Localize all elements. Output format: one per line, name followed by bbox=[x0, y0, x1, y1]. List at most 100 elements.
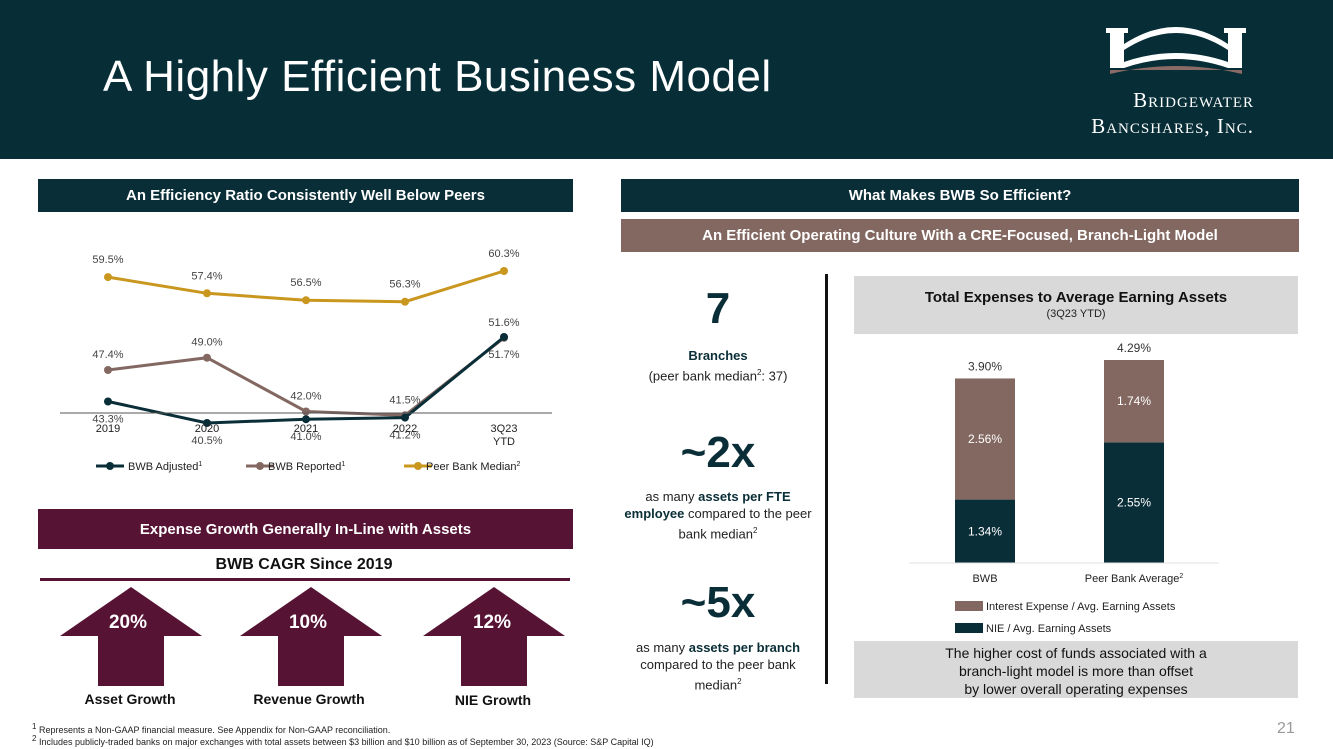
x-tick-3q23-ytd: 3Q23 YTD bbox=[491, 423, 518, 448]
expenses-chart-subtitle: (3Q23 YTD) bbox=[1046, 308, 1106, 320]
label-bwb-reported-2020: 49.0% bbox=[191, 337, 222, 349]
branches-stat-value: 7 bbox=[705, 284, 731, 333]
company-logo: Bridgewater Bancshares, Inc. bbox=[1062, 16, 1302, 146]
x-tick-2022: 2022 bbox=[393, 423, 417, 435]
branches-stat-desc: Branches (peer bank median2: 37) bbox=[618, 347, 818, 384]
bar-nie-bwb bbox=[955, 499, 1015, 563]
label-interest-expense-peer-bank-average: 1.74% bbox=[1117, 394, 1151, 408]
vertical-divider bbox=[825, 274, 828, 684]
label-peer-bank-median-2021: 56.5% bbox=[290, 277, 321, 289]
nie-growth-pct: 12% bbox=[472, 612, 512, 633]
footnote-2-text: Includes publicly-traded banks on major … bbox=[36, 737, 654, 747]
logo-text-line2: Bancshares, Inc. bbox=[1091, 114, 1254, 138]
asset-growth-pct: 20% bbox=[108, 612, 148, 633]
label-interest-expense-bwb: 2.56% bbox=[968, 432, 1002, 446]
legend-label-nie-avg-earning-assets: NIE / Avg. Earning Assets bbox=[986, 623, 1112, 635]
operating-culture-text: An Efficient Operating Culture With a CR… bbox=[702, 227, 1218, 244]
revenue-growth-pct: 10% bbox=[288, 612, 328, 633]
legend-label-bwb-adjusted: BWB Adjusted1 bbox=[128, 461, 202, 473]
assets-per-branch-post: compared to the peer bank median bbox=[640, 657, 796, 693]
cost-of-funds-note: The higher cost of funds associated with… bbox=[854, 641, 1298, 698]
nie-growth-label: NIE Growth bbox=[454, 692, 532, 708]
page-number: 21 bbox=[1277, 720, 1295, 737]
point-bwb-adjusted-2022 bbox=[401, 413, 409, 422]
assets-per-branch-bold: assets per branch bbox=[688, 640, 801, 655]
assets-per-fte-desc: as many assets per FTE employee compared… bbox=[618, 488, 818, 542]
bridge-icon bbox=[1106, 27, 1246, 74]
label-bwb-adjusted-2022: 41.2% bbox=[389, 430, 420, 442]
label-total-peer-bank-average: 4.29% bbox=[1117, 341, 1151, 355]
cagr-divider bbox=[40, 578, 570, 581]
point-bwb-reported-2021 bbox=[302, 407, 310, 416]
asset-growth-label: Asset Growth bbox=[84, 691, 176, 707]
point-bwb-reported-2019 bbox=[104, 366, 112, 374]
revenue-growth-label: Revenue Growth bbox=[253, 691, 365, 707]
legend-swatch-interest-expense-avg-earning-assets bbox=[955, 601, 983, 611]
legend-label-peer-bank-median: Peer Bank Median2 bbox=[426, 461, 521, 473]
efficiency-question-banner: What Makes BWB So Efficient? bbox=[621, 179, 1299, 212]
label-total-bwb: 3.90% bbox=[968, 359, 1002, 373]
legend-label-interest-expense-avg-earning-assets: Interest Expense / Avg. Earning Assets bbox=[986, 601, 1176, 613]
footnote-1-text: Represents a Non-GAAP financial measure.… bbox=[36, 725, 391, 735]
assets-per-fte-post: compared to the peer bank median bbox=[678, 506, 812, 542]
bar-interest-expense-bwb bbox=[955, 378, 1015, 500]
point-peer-bank-median-2021 bbox=[302, 296, 310, 305]
label-bwb-adjusted-2020: 40.5% bbox=[191, 435, 222, 447]
label-bwb-reported-2019: 47.4% bbox=[92, 349, 123, 361]
footnote-1-sup: 1 bbox=[32, 722, 37, 731]
branches-peer-text: (peer bank median bbox=[648, 368, 757, 384]
legend-swatch-nie-avg-earning-assets bbox=[955, 623, 983, 633]
bar-nie-peer-bank-average bbox=[1104, 442, 1164, 563]
label-bwb-reported-2021: 42.0% bbox=[290, 390, 321, 402]
point-bwb-adjusted-3q23-ytd bbox=[500, 333, 508, 341]
cagr-title: BWB CAGR Since 2019 bbox=[215, 556, 393, 573]
point-bwb-adjusted-2020 bbox=[203, 419, 211, 427]
logo-text-line1: Bridgewater bbox=[1133, 88, 1254, 112]
efficiency-ratio-line-chart: 59.5% 57.4% 56.5% 56.3% 60.3% 47.4% 49.0% 42.0%… bbox=[60, 248, 552, 473]
expenses-chart-title: Total Expenses to Average Earning Assets bbox=[924, 289, 1228, 306]
revenue-growth-arrow-icon bbox=[240, 587, 382, 686]
footnote-2: 2 Includes publicly-traded banks on majo… bbox=[32, 734, 654, 747]
label-peer-bank-median-2022: 56.3% bbox=[389, 279, 420, 291]
expense-growth-banner: Expense Growth Generally In-Line with As… bbox=[38, 509, 573, 549]
branches-peer-sup: 2 bbox=[756, 368, 762, 377]
x-tick-2021: 2021 bbox=[294, 423, 318, 435]
efficiency-question-text: What Makes BWB So Efficient? bbox=[848, 187, 1072, 204]
footnote-2-sup: 2 bbox=[32, 734, 37, 743]
point-bwb-reported-2020 bbox=[203, 353, 211, 362]
x-tick-bwb: BWB bbox=[972, 573, 997, 585]
label-bwb-reported-2022: 41.5% bbox=[389, 394, 420, 406]
point-peer-bank-median-2022 bbox=[401, 297, 409, 306]
assets-per-branch-value: ~5x bbox=[680, 578, 756, 627]
assets-per-fte-value: ~2x bbox=[680, 428, 756, 477]
note-line-2: branch-light model is more than offset bbox=[959, 663, 1193, 679]
operating-culture-banner: An Efficient Operating Culture With a CR… bbox=[621, 219, 1299, 252]
label-nie-peer-bank-average: 2.55% bbox=[1117, 496, 1151, 510]
legend-label-bwb-reported: BWB Reported1 bbox=[268, 461, 345, 473]
header-bar: A Highly Efficient Business Model Bridge… bbox=[0, 0, 1333, 159]
point-peer-bank-median-2020 bbox=[203, 289, 211, 298]
label-nie-bwb: 1.34% bbox=[968, 524, 1002, 538]
assets-per-branch-desc: as many assets per branch compared to th… bbox=[633, 639, 803, 693]
expenses-stacked-bar-chart: 1.34% 2.56% 3.90% BWB 2.55% 1.74% 4.29% Peer Ba… bbox=[909, 341, 1219, 635]
page-title: A Highly Efficient Business Model bbox=[103, 52, 772, 101]
assets-per-branch-pre: as many bbox=[635, 640, 689, 655]
x-tick-2020: 2020 bbox=[195, 423, 219, 435]
assets-per-fte-pre: as many bbox=[645, 489, 699, 504]
label-bwb-reported-3q23-ytd: 51.6% bbox=[488, 317, 519, 329]
label-peer-bank-median-2019: 59.5% bbox=[92, 254, 123, 266]
nie-growth-arrow-icon bbox=[423, 587, 565, 686]
assets-per-fte-bold: assets per FTE employee bbox=[624, 489, 791, 521]
label-peer-bank-median-2020: 57.4% bbox=[191, 270, 222, 282]
footnote-1: 1 Represents a Non-GAAP financial measur… bbox=[32, 722, 390, 735]
x-tick-2019: 2019 bbox=[96, 423, 120, 435]
legend-marker-bwb-reported bbox=[256, 462, 264, 470]
efficiency-banner-text: An Efficiency Ratio Consistently Well Be… bbox=[126, 187, 485, 204]
legend-marker-peer-bank-median bbox=[414, 462, 422, 470]
note-line-3: by lower overall operating expenses bbox=[964, 681, 1188, 697]
x-tick-peer-bank-average: Peer Bank Average2 bbox=[1085, 573, 1184, 585]
point-bwb-adjusted-2019 bbox=[104, 397, 112, 406]
point-peer-bank-median-3q23-ytd bbox=[500, 267, 508, 275]
label-bwb-adjusted-3q23-ytd: 51.7% bbox=[488, 349, 519, 361]
label-bwb-adjusted-2019: 43.3% bbox=[92, 414, 123, 426]
